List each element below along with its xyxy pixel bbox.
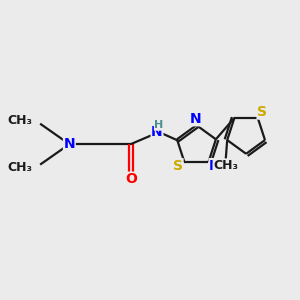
Text: S: S (257, 105, 267, 119)
Text: O: O (125, 172, 136, 186)
Text: N: N (64, 137, 75, 151)
Text: CH₃: CH₃ (213, 159, 238, 172)
Text: N: N (209, 159, 221, 173)
Text: CH₃: CH₃ (8, 114, 33, 127)
Text: H: H (154, 120, 164, 130)
Text: S: S (173, 159, 183, 173)
Text: CH₃: CH₃ (8, 161, 33, 174)
Text: N: N (151, 125, 163, 140)
Text: N: N (190, 112, 202, 126)
